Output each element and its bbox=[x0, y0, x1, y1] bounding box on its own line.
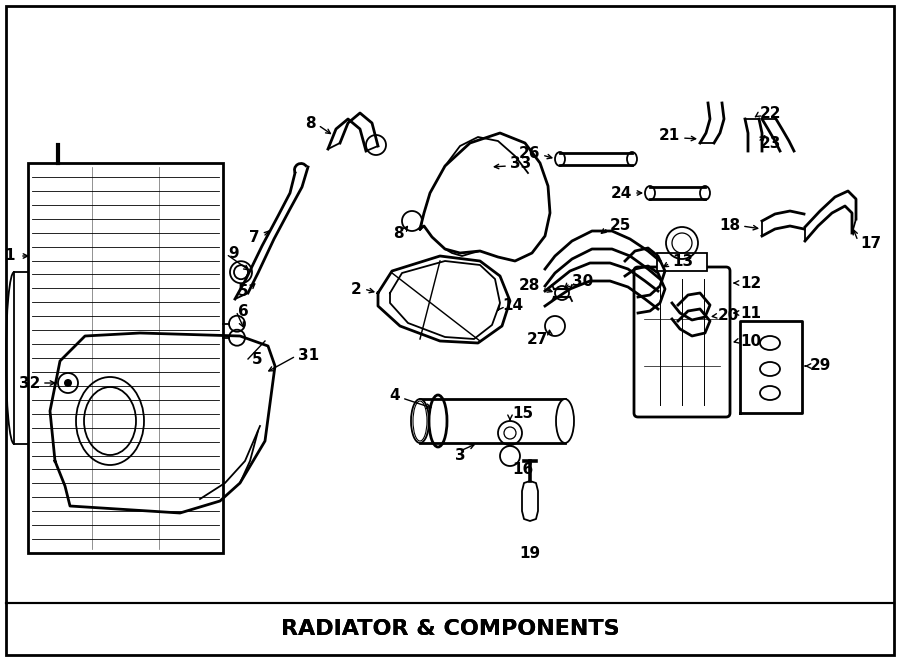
Bar bbox=[28, 163, 223, 553]
Bar bbox=[420, 399, 565, 443]
Bar bbox=[657, 253, 707, 271]
Text: 5: 5 bbox=[252, 352, 263, 366]
Text: 31: 31 bbox=[298, 348, 320, 364]
Text: 3: 3 bbox=[454, 449, 465, 463]
Text: 32: 32 bbox=[19, 375, 40, 391]
Text: RADIATOR & COMPONENTS: RADIATOR & COMPONENTS bbox=[281, 619, 619, 639]
Text: 1: 1 bbox=[4, 249, 15, 264]
Text: 33: 33 bbox=[510, 155, 531, 171]
Text: 26: 26 bbox=[518, 145, 540, 161]
Text: 22: 22 bbox=[760, 106, 781, 120]
Text: 27: 27 bbox=[526, 332, 548, 346]
Text: 24: 24 bbox=[610, 186, 632, 200]
Text: 2: 2 bbox=[351, 282, 362, 297]
Text: 13: 13 bbox=[672, 254, 693, 268]
Circle shape bbox=[64, 379, 72, 387]
FancyBboxPatch shape bbox=[634, 267, 730, 417]
Text: 8: 8 bbox=[393, 225, 404, 241]
Text: 29: 29 bbox=[810, 358, 832, 373]
Text: 23: 23 bbox=[760, 136, 781, 151]
Text: 11: 11 bbox=[740, 305, 761, 321]
Text: 14: 14 bbox=[502, 299, 523, 313]
Text: 16: 16 bbox=[512, 461, 533, 477]
Ellipse shape bbox=[411, 399, 429, 443]
Text: 15: 15 bbox=[512, 405, 533, 420]
Text: 17: 17 bbox=[860, 235, 881, 251]
Text: RADIATOR & COMPONENTS: RADIATOR & COMPONENTS bbox=[281, 619, 619, 639]
Text: 7: 7 bbox=[249, 229, 260, 245]
Text: 6: 6 bbox=[238, 303, 248, 319]
Text: 20: 20 bbox=[718, 309, 740, 323]
Text: 8: 8 bbox=[305, 116, 316, 130]
Text: 25: 25 bbox=[610, 219, 632, 233]
Text: 9: 9 bbox=[228, 247, 238, 262]
Text: 10: 10 bbox=[740, 334, 761, 348]
Ellipse shape bbox=[556, 399, 574, 443]
Text: 19: 19 bbox=[519, 545, 541, 561]
Text: 12: 12 bbox=[740, 276, 761, 290]
Text: 21: 21 bbox=[659, 128, 680, 143]
Text: 30: 30 bbox=[572, 274, 593, 288]
Text: 4: 4 bbox=[390, 389, 400, 403]
Text: 28: 28 bbox=[518, 278, 540, 293]
Text: 18: 18 bbox=[719, 219, 740, 233]
Text: 5: 5 bbox=[238, 284, 248, 299]
